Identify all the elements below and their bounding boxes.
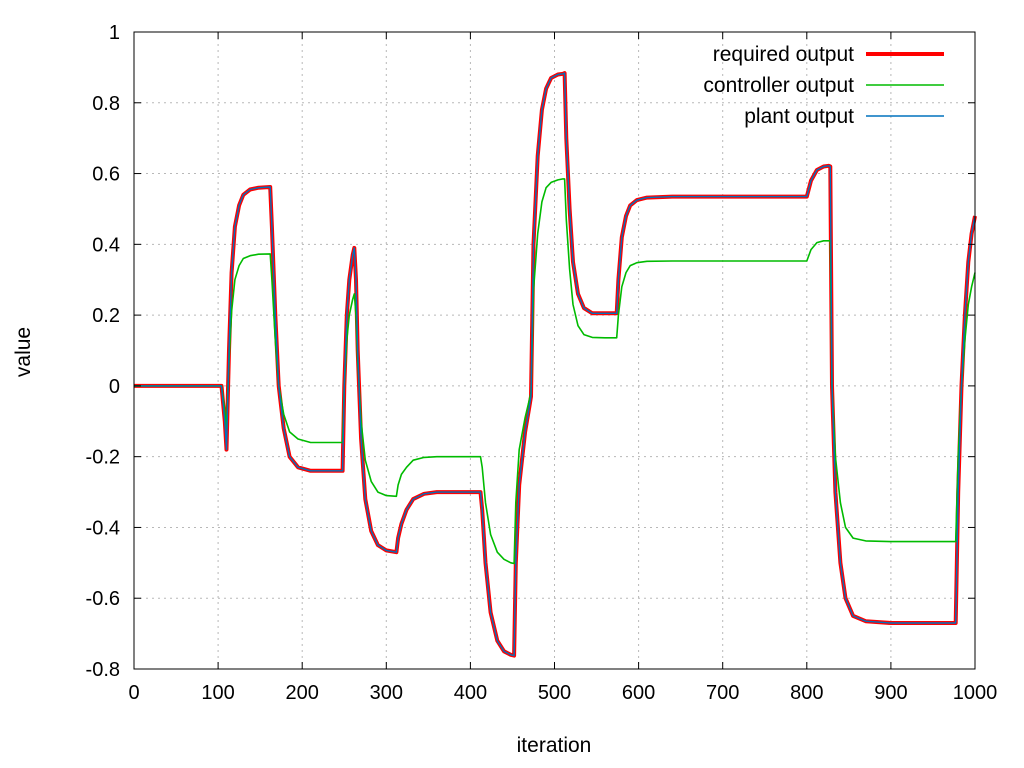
grid bbox=[134, 32, 975, 669]
x-tick-label: 600 bbox=[622, 682, 655, 704]
x-tick-label: 800 bbox=[790, 682, 823, 704]
x-tick-label: 400 bbox=[454, 682, 487, 704]
x-tick-label: 300 bbox=[370, 682, 403, 704]
y-axis-title: value bbox=[12, 327, 35, 377]
y-tick-label: 1 bbox=[109, 22, 120, 44]
y-tick-label: 0.2 bbox=[92, 305, 120, 327]
x-tick-label: 1000 bbox=[953, 682, 998, 704]
tick-labels: 0 100 200 300 400 500 600 700 800 900 1000 -0.8 -0.6… bbox=[86, 22, 998, 704]
series-line-plant-output bbox=[134, 72, 976, 657]
x-tick-label: 100 bbox=[201, 682, 234, 704]
tick-marks bbox=[133, 31, 976, 670]
x-tick-label: 900 bbox=[874, 682, 907, 704]
legend-label: required output bbox=[713, 43, 854, 66]
y-tick-label: -0.6 bbox=[86, 588, 120, 610]
y-tick-label: -0.8 bbox=[86, 659, 120, 681]
legend-label: controller output bbox=[703, 74, 854, 97]
y-tick-label: 0 bbox=[109, 376, 120, 398]
y-tick-label: -0.4 bbox=[86, 517, 120, 539]
series-line-controller-output bbox=[134, 178, 976, 565]
x-tick-label: 0 bbox=[128, 682, 139, 704]
legend: required output controller output plant ou… bbox=[703, 43, 944, 128]
series-layer bbox=[134, 71, 977, 658]
y-tick-label: 0.4 bbox=[92, 234, 120, 256]
legend-label: plant output bbox=[744, 105, 854, 128]
x-tick-label: 200 bbox=[286, 682, 319, 704]
x-tick-label: 700 bbox=[706, 682, 739, 704]
x-axis-title: iteration bbox=[517, 734, 592, 757]
y-tick-label: 0.6 bbox=[92, 164, 120, 186]
y-tick-label: 0.8 bbox=[92, 93, 120, 115]
x-tick-label: 500 bbox=[538, 682, 571, 704]
y-tick-label: -0.2 bbox=[86, 447, 120, 469]
